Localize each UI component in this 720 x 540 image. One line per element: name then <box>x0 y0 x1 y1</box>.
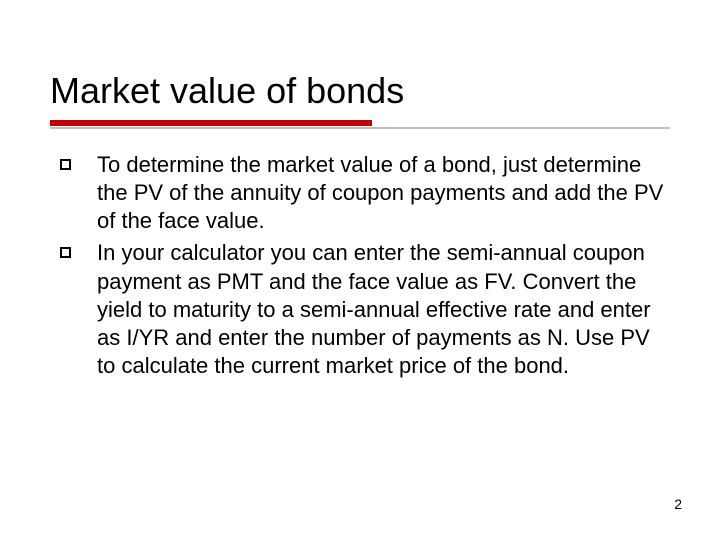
bullet-text: In your calculator you can enter the sem… <box>97 239 670 380</box>
square-bullet-icon <box>60 159 71 170</box>
title-rule-accent <box>50 120 372 126</box>
page-number: 2 <box>674 496 682 512</box>
slide-title: Market value of bonds <box>50 70 670 112</box>
bullet-text: To determine the market value of a bond,… <box>97 151 670 235</box>
list-item: To determine the market value of a bond,… <box>60 151 670 235</box>
slide-body: To determine the market value of a bond,… <box>50 151 670 380</box>
slide-container: Market value of bonds To determine the m… <box>0 0 720 540</box>
title-rule-base <box>50 127 670 129</box>
title-rule <box>50 120 670 129</box>
square-bullet-icon <box>60 247 71 258</box>
list-item: In your calculator you can enter the sem… <box>60 239 670 380</box>
